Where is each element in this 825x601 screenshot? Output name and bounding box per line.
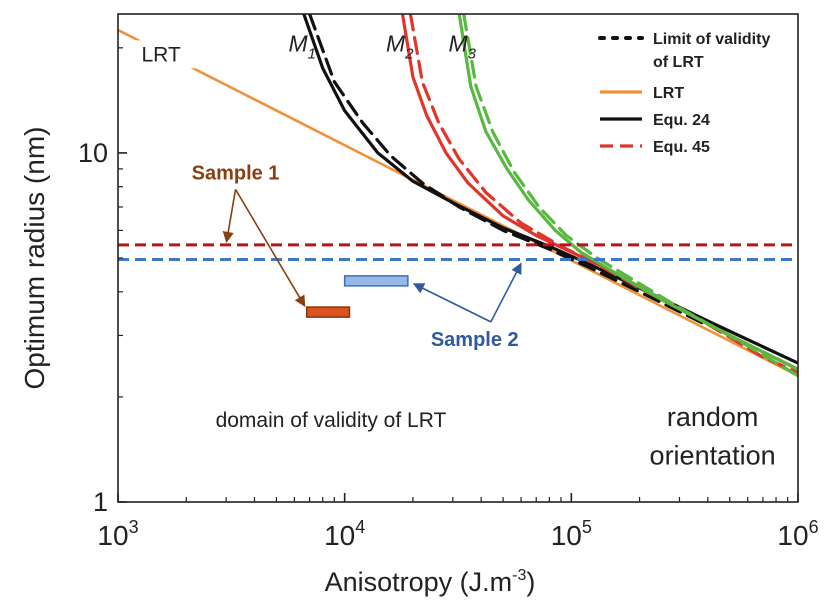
- sample-2-arrow-to-limit: [490, 262, 522, 323]
- x-tick-label: 103: [97, 517, 138, 551]
- legend-label-0-line2: of LRT: [653, 54, 704, 71]
- y-axis-label: Optimum radius (nm): [19, 127, 50, 390]
- sample-2-label: Sample 2: [431, 329, 519, 351]
- x-tick-label: 105: [551, 517, 592, 551]
- lrt-label-background: [128, 40, 213, 69]
- sample-bar-sample1: [305, 306, 351, 318]
- lrt-curve-label: LRT: [141, 43, 180, 66]
- sample-1-arrow-to-limit: [222, 189, 237, 244]
- x-tick-label: 104: [324, 517, 365, 551]
- legend-label-1: LRT: [653, 85, 684, 102]
- sample-1-label: Sample 1: [192, 162, 280, 184]
- legend: Limit of validity of LRT LRT Equ. 24 Equ. 45: [592, 20, 794, 160]
- curve-label-m3: M3: [448, 31, 476, 63]
- y-tick-label: 1: [93, 487, 108, 517]
- random-orientation-label-line1: random: [667, 402, 759, 432]
- x-axis-label: Anisotropy (J.m-3): [325, 567, 536, 597]
- curve-label-m2: M2: [386, 31, 414, 63]
- legend-label-0: Limit of validity: [653, 31, 770, 48]
- domain-of-validity-label: domain of validity of LRT: [216, 409, 447, 432]
- legend-label-3: Equ. 45: [653, 139, 710, 156]
- legend-background: [592, 20, 794, 160]
- series-m3_eq45: [462, 14, 798, 378]
- legend-label-2: Equ. 24: [653, 112, 710, 129]
- sample-2-arrow-to-bar: [412, 283, 492, 323]
- curve-label-m1: M1: [289, 31, 317, 63]
- y-tick-label: 10: [78, 138, 108, 168]
- x-tick-label: 106: [777, 517, 818, 551]
- series-lrt: [118, 28, 798, 378]
- series-m1_eq45: [308, 14, 710, 328]
- sample-bar-sample2: [343, 275, 409, 287]
- random-orientation-label-line2: orientation: [650, 441, 776, 471]
- sample-1-arrow-to-bar: [234, 188, 306, 308]
